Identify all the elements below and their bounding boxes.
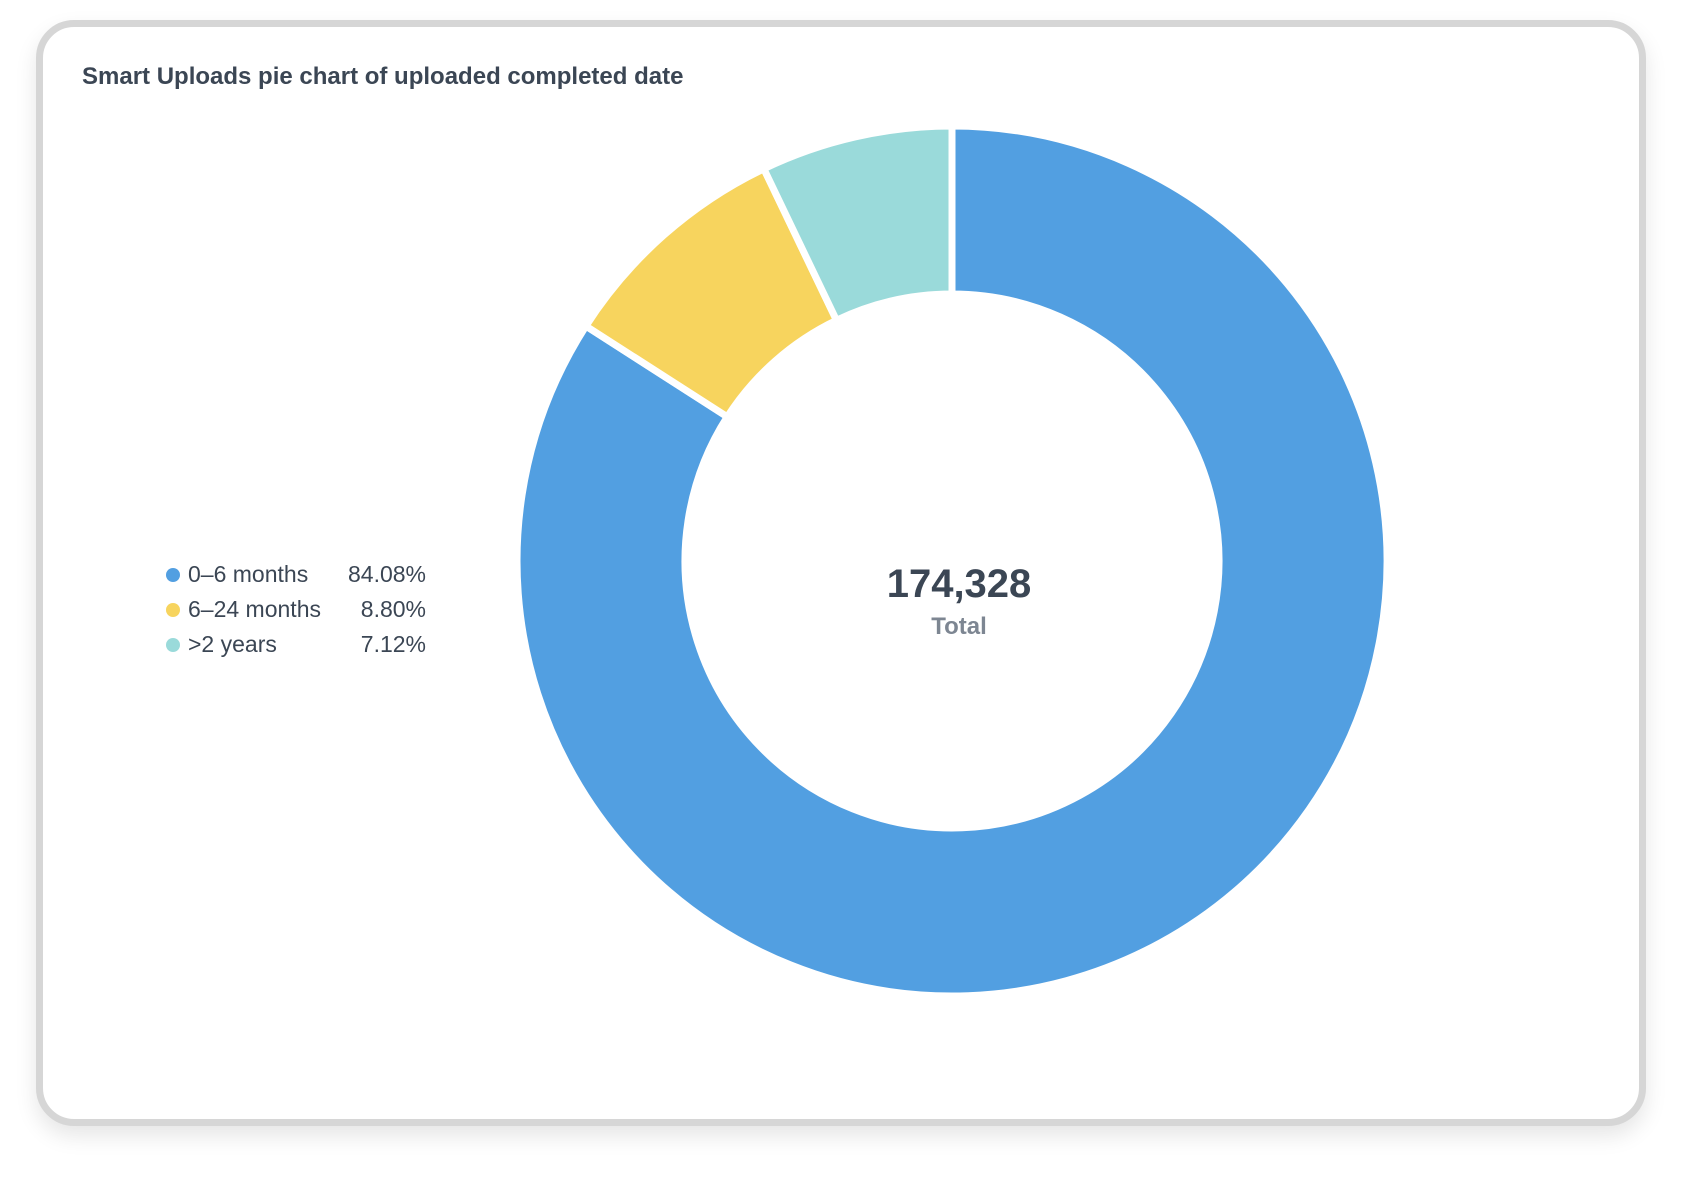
legend-value: 7.12% bbox=[360, 631, 426, 657]
chart-card: Smart Uploads pie chart of uploaded comp… bbox=[36, 20, 1646, 1126]
chart-legend: 0–6 months 84.08% 6–24 months 8.80% >2 y… bbox=[166, 557, 426, 662]
legend-item-6-24-months[interactable]: 6–24 months 8.80% bbox=[166, 592, 426, 627]
total-value: 174,328 bbox=[886, 562, 1032, 606]
legend-swatch bbox=[166, 638, 180, 652]
legend-label: >2 years bbox=[188, 631, 277, 657]
total-label: Total bbox=[931, 613, 987, 640]
legend-value: 84.08% bbox=[347, 561, 426, 587]
legend-label: 6–24 months bbox=[188, 596, 321, 622]
pie-slice[interactable] bbox=[513, 122, 1391, 1000]
donut-chart bbox=[513, 122, 1391, 1000]
legend-item-0-6-months[interactable]: 0–6 months 84.08% bbox=[166, 557, 426, 592]
legend-value: 8.80% bbox=[360, 596, 426, 622]
legend-label: 0–6 months bbox=[188, 561, 309, 587]
legend-swatch bbox=[166, 568, 180, 582]
legend-item-over-2-years[interactable]: >2 years 7.12% bbox=[166, 627, 426, 662]
pie-slice[interactable] bbox=[759, 122, 956, 325]
chart-title: Smart Uploads pie chart of uploaded comp… bbox=[82, 63, 684, 90]
legend-swatch bbox=[166, 603, 180, 617]
